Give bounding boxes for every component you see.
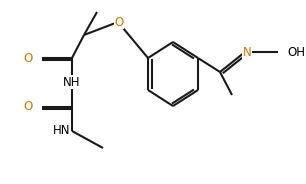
Text: O: O xyxy=(23,100,33,114)
Text: O: O xyxy=(23,52,33,65)
Text: OH: OH xyxy=(287,45,305,59)
Text: NH: NH xyxy=(63,75,81,89)
Text: HN: HN xyxy=(53,125,71,137)
Text: O: O xyxy=(114,15,124,29)
Text: N: N xyxy=(243,45,251,59)
